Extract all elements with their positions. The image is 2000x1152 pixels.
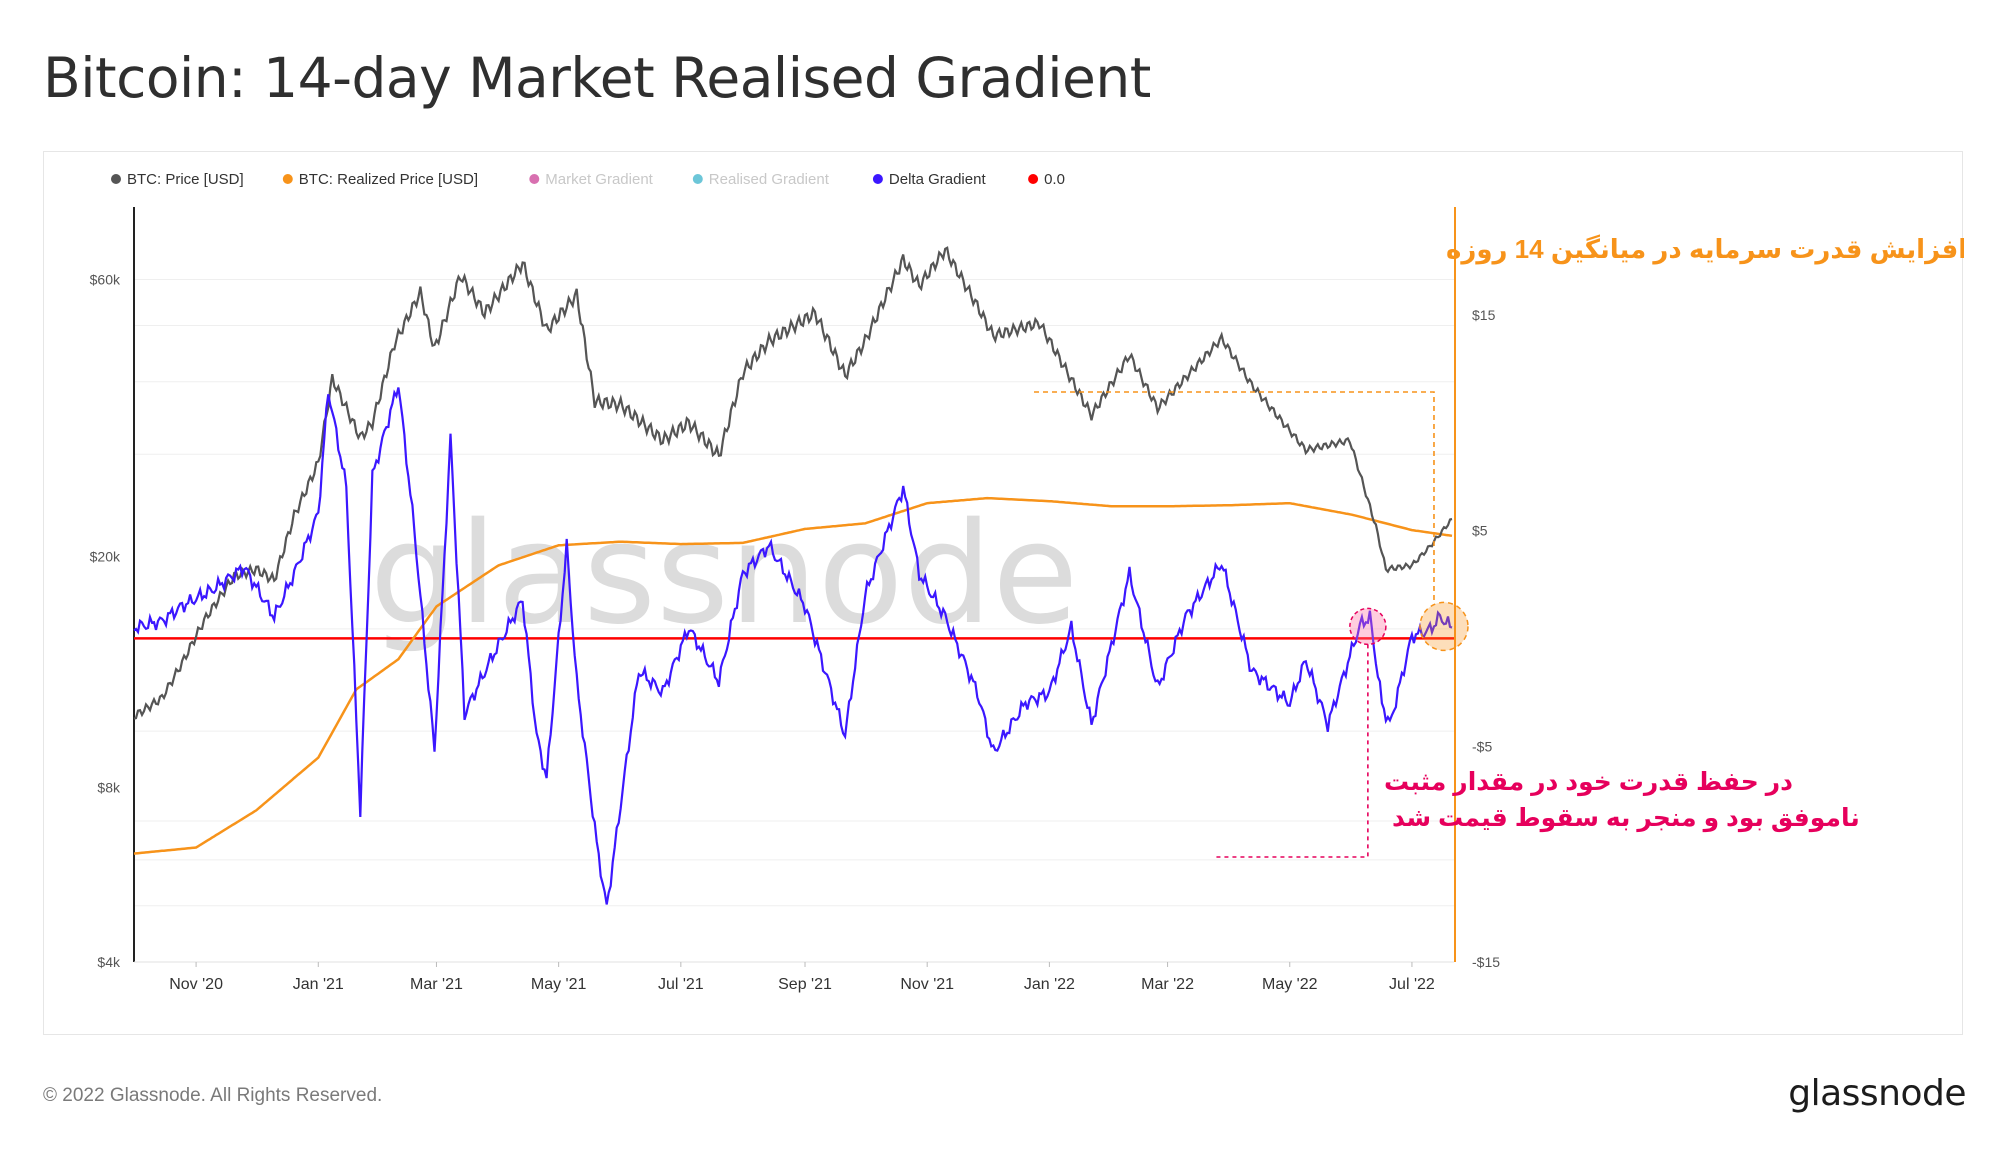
bottom-annotation-line-2: ناموفق بود و منجر به سقوط قیمت شد xyxy=(1392,804,1860,833)
legend-item: Market Gradient xyxy=(529,171,654,188)
x-tick-label: Jul '21 xyxy=(658,976,704,993)
y-right-tick-label: $5 xyxy=(1472,523,1488,539)
page-title: Bitcoin: 14-day Market Realised Gradient xyxy=(43,46,1151,110)
y-left-tick-label: $60k xyxy=(90,272,121,288)
legend-swatch xyxy=(529,174,540,184)
legend-item: Realised Gradient xyxy=(692,171,830,188)
legend-item: BTC: Realized Price [USD] xyxy=(282,171,478,188)
delta-gradient-line xyxy=(133,387,1453,905)
y-left-tick-label: $20k xyxy=(90,548,121,564)
bottom-annotation-connector xyxy=(1214,644,1369,858)
legend-swatch xyxy=(282,174,293,184)
legend-label: BTC: Realized Price [USD] xyxy=(299,171,478,188)
copyright-text: © 2022 Glassnode. All Rights Reserved. xyxy=(43,1085,383,1106)
x-tick-label: Mar '22 xyxy=(1141,976,1194,993)
top-annotation-text: افزایش قدرت سرمایه در میانگین 14 روزه xyxy=(1446,234,1964,265)
legend-item: 0.0 xyxy=(1028,171,1065,188)
x-tick-label: Jul '22 xyxy=(1389,976,1435,993)
legend-label: Realised Gradient xyxy=(709,171,830,188)
july-highlight-circle xyxy=(1419,601,1469,652)
top-annotation-connector xyxy=(1034,391,1435,605)
legend-swatch xyxy=(1028,174,1039,184)
bottom-annotation-line-1: در حفظ قدرت خود در مقدار مثبت xyxy=(1384,768,1793,797)
x-tick-label: Jan '21 xyxy=(293,976,344,993)
legend-label: BTC: Price [USD] xyxy=(127,171,244,188)
x-tick-label: Nov '20 xyxy=(169,976,223,993)
y-right-tick-label: -$5 xyxy=(1472,738,1492,754)
x-tick-label: Sep '21 xyxy=(778,976,832,993)
y-right-tick-label: $15 xyxy=(1472,307,1496,323)
x-tick-label: Nov '21 xyxy=(900,976,954,993)
legend-label: Market Gradient xyxy=(545,171,653,188)
x-tick-label: Jan '22 xyxy=(1024,976,1075,993)
june-highlight-circle xyxy=(1349,607,1387,646)
legend-swatch xyxy=(111,174,121,184)
btc-price-line xyxy=(133,246,1453,720)
legend-item: Delta Gradient xyxy=(872,171,987,188)
legend-swatch xyxy=(872,174,883,184)
legend-item: BTC: Price [USD] xyxy=(111,171,244,188)
legend-label: 0.0 xyxy=(1044,171,1065,188)
x-tick-label: May '22 xyxy=(1262,976,1318,993)
x-tick-label: May '21 xyxy=(531,976,587,993)
x-tick-label: Mar '21 xyxy=(410,976,463,993)
y-left-tick-label: $4k xyxy=(97,954,121,970)
legend-swatch xyxy=(692,174,703,184)
y-left-tick-label: $8k xyxy=(97,779,121,795)
y-right-tick-label: -$15 xyxy=(1472,954,1500,970)
chart-svg: glassnode $4k $8k $20k $60k $15 $5 -$5 -$15 Nov '… xyxy=(90,171,1964,993)
glassnode-logo: glassnode xyxy=(1788,1073,1966,1114)
chart-panel: glassnode $4k $8k $20k $60k $15 $5 -$5 -$15 Nov '… xyxy=(43,151,1964,1035)
watermark: glassnode xyxy=(370,493,1079,656)
legend-label: Delta Gradient xyxy=(889,171,987,188)
realized-price-line xyxy=(133,496,1453,855)
